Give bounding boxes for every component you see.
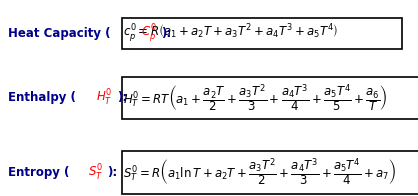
Text: $S_T^0 = R\left(a_1\ln T + a_2T + \dfrac{a_3T^2}{2} + \dfrac{a_4T^3}{3} + \dfrac: $S_T^0 = R\left(a_1\ln T + a_2T + \dfrac… [123, 157, 396, 188]
Text: ):: ): [117, 92, 127, 104]
Text: Heat Capacity (: Heat Capacity ( [8, 27, 111, 40]
Text: ):: ): [161, 27, 171, 40]
FancyBboxPatch shape [122, 151, 418, 194]
Text: $c_p^0 = R\left(a_1 + a_2T + a_3T^2 + a_4T^3 + a_5T^4\right)$: $c_p^0 = R\left(a_1 + a_2T + a_3T^2 + a_… [123, 22, 339, 44]
Text: $S_T^0$: $S_T^0$ [87, 162, 102, 182]
Text: $H_T^0 = RT\left(a_1 + \dfrac{a_2T}{2} + \dfrac{a_3T^2}{3} + \dfrac{a_4T^3}{4} +: $H_T^0 = RT\left(a_1 + \dfrac{a_2T}{2} +… [123, 82, 388, 114]
Text: $C_p^0$: $C_p^0$ [140, 22, 156, 44]
Text: Enthalpy (: Enthalpy ( [8, 92, 76, 104]
FancyBboxPatch shape [122, 18, 402, 49]
Text: ):: ): [107, 166, 117, 179]
Text: Entropy (: Entropy ( [8, 166, 70, 179]
FancyBboxPatch shape [122, 77, 418, 119]
Text: $H_T^0$: $H_T^0$ [96, 88, 112, 108]
